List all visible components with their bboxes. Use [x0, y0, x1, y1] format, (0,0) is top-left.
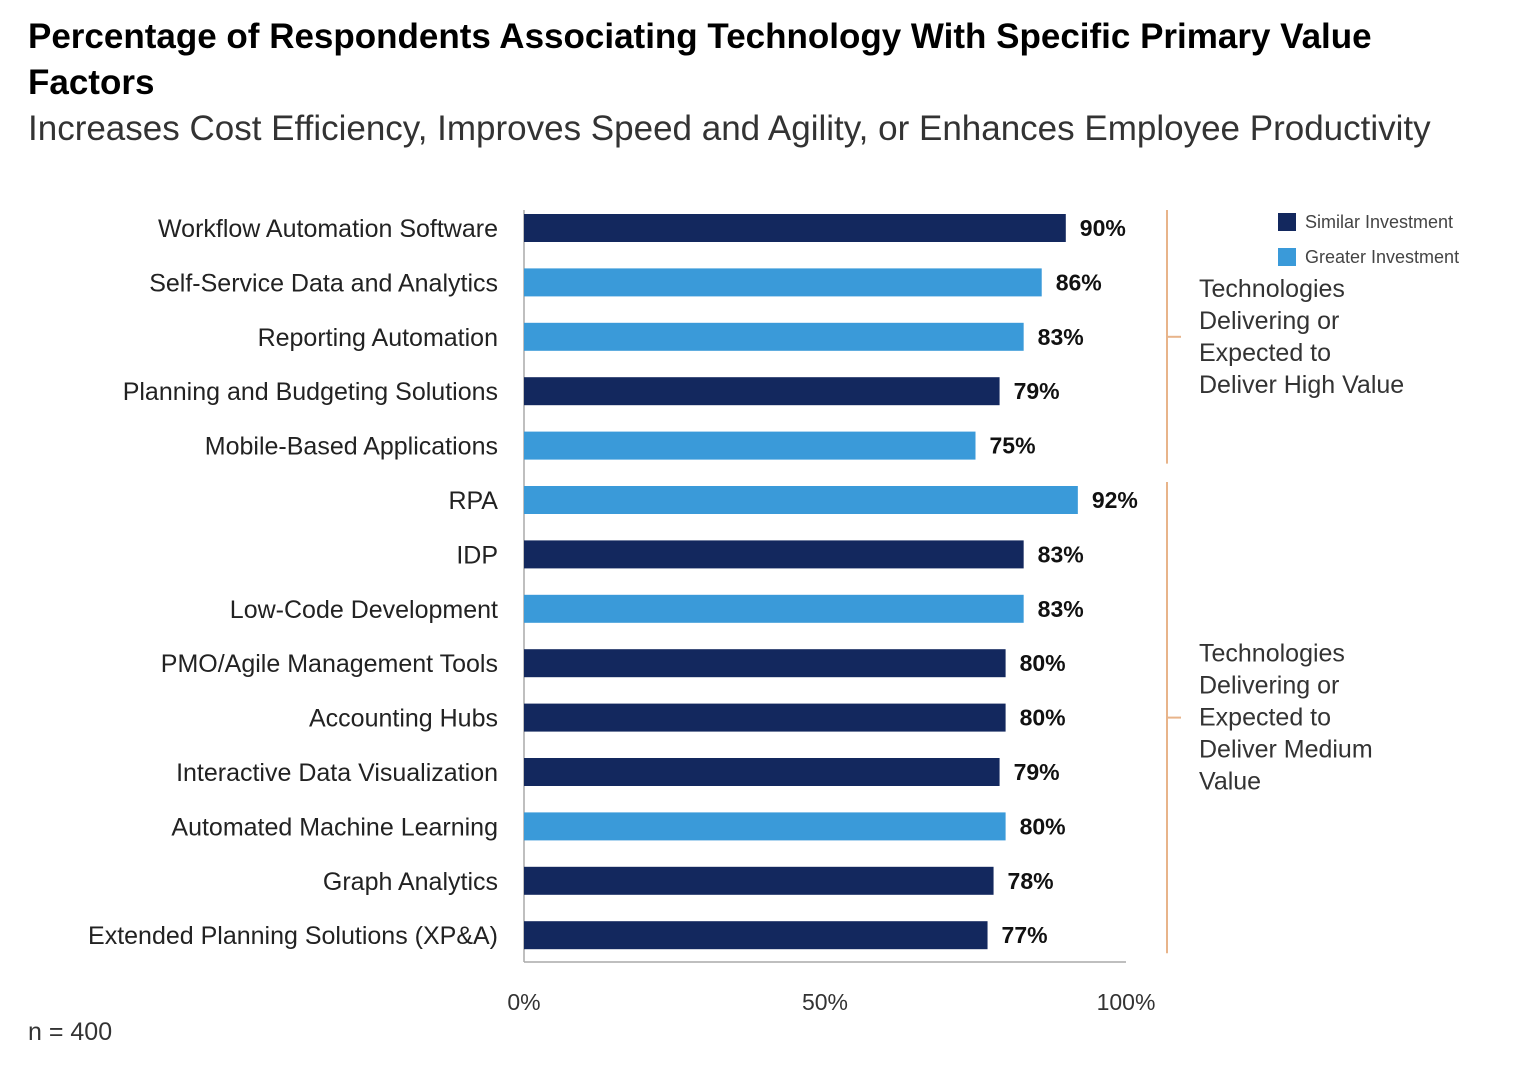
category-label: Mobile-Based Applications — [205, 433, 498, 461]
bar — [524, 486, 1078, 514]
category-label: Workflow Automation Software — [158, 215, 498, 243]
category-label: PMO/Agile Management Tools — [161, 650, 498, 678]
bar — [524, 649, 1006, 678]
data-label: 80% — [1020, 813, 1066, 839]
data-label: 86% — [1056, 269, 1102, 295]
legend-label: Greater Investment — [1305, 247, 1459, 267]
category-label: Extended Planning Solutions (XP&A) — [88, 922, 498, 950]
bar — [524, 866, 994, 895]
bar — [524, 540, 1024, 569]
x-tick-label: 100% — [1097, 989, 1156, 1015]
bar — [524, 703, 1006, 732]
group-label-line: Delivering or — [1199, 672, 1339, 700]
data-label: 79% — [1014, 378, 1060, 404]
bar — [524, 214, 1066, 242]
category-label: IDP — [456, 541, 498, 569]
legend-swatch — [1278, 213, 1296, 231]
legend-swatch — [1278, 248, 1296, 266]
data-label: 83% — [1038, 596, 1084, 622]
group-label-line: Deliver Medium — [1199, 736, 1373, 764]
category-label: Self-Service Data and Analytics — [149, 269, 498, 297]
data-label: 83% — [1038, 541, 1084, 567]
bar — [524, 377, 1000, 406]
bar — [524, 268, 1042, 297]
group-label-line: Technologies — [1199, 275, 1345, 303]
data-label: 80% — [1020, 705, 1066, 731]
bar — [524, 921, 988, 950]
category-label: Graph Analytics — [323, 868, 498, 896]
category-label: Reporting Automation — [258, 324, 498, 352]
group-label-line: Technologies — [1199, 640, 1345, 668]
group-label-line: Deliver High Value — [1199, 371, 1404, 399]
bar — [524, 322, 1024, 351]
data-label: 78% — [1008, 868, 1054, 894]
chart-title: Percentage of Respondents Associating Te… — [28, 17, 1372, 102]
group-label-line: Value — [1199, 768, 1261, 796]
category-label: Low-Code Development — [230, 596, 498, 624]
category-label: Accounting Hubs — [309, 705, 498, 733]
category-label: Planning and Budgeting Solutions — [123, 378, 498, 406]
chart-subtitle: Increases Cost Efficiency, Improves Spee… — [28, 109, 1431, 148]
bar — [524, 812, 1006, 841]
x-tick-label: 0% — [507, 989, 540, 1015]
data-label: 80% — [1020, 650, 1066, 676]
sample-size-footnote: n = 400 — [28, 1018, 113, 1046]
data-label: 92% — [1092, 487, 1138, 513]
category-label: RPA — [448, 487, 498, 515]
data-label: 75% — [990, 433, 1036, 459]
group-label-line: Delivering or — [1199, 307, 1339, 335]
data-label: 77% — [1002, 922, 1048, 948]
bar — [524, 594, 1024, 623]
group-label-line: Expected to — [1199, 704, 1331, 732]
data-label: 90% — [1080, 215, 1126, 241]
legend-label: Similar Investment — [1305, 212, 1453, 232]
category-label: Automated Machine Learning — [171, 813, 498, 841]
x-tick-label: 50% — [802, 989, 848, 1015]
category-label: Interactive Data Visualization — [176, 759, 498, 787]
bar — [524, 431, 976, 460]
group-label-line: Expected to — [1199, 339, 1331, 367]
bar — [524, 758, 1000, 786]
data-label: 83% — [1038, 324, 1084, 350]
data-label: 79% — [1014, 759, 1060, 785]
